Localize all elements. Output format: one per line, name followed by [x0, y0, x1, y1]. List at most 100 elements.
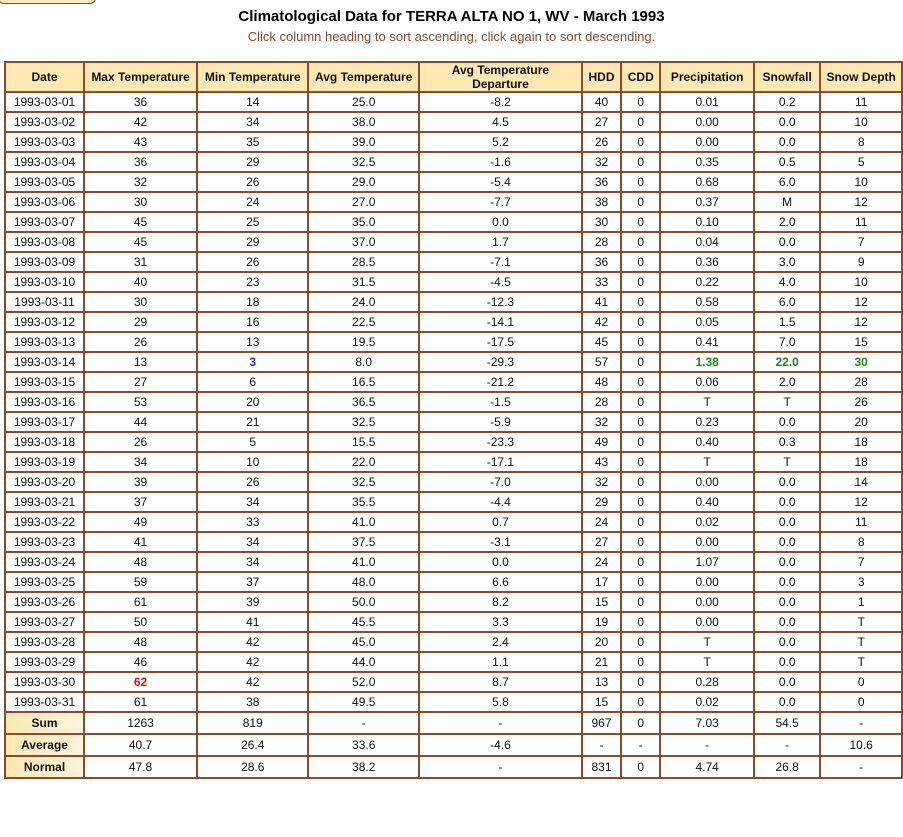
cell-min-temperature: 26	[196, 251, 310, 273]
column-header-max-temperature[interactable]: Max Temperature	[83, 61, 199, 93]
cell-max-temperature: 36	[83, 91, 199, 113]
cell-hdd: 30	[580, 211, 623, 233]
cell-snowfall: 0.0	[752, 471, 822, 493]
cell-hdd: 43	[580, 451, 623, 473]
cell-date: 1993-03-03	[3, 131, 86, 153]
column-header-hdd[interactable]: HDD	[580, 61, 623, 93]
cell-max-temperature: 13	[83, 351, 199, 373]
column-header-snowfall[interactable]: Snowfall	[752, 61, 822, 93]
cell-avg-temperature-departure: -7.1	[418, 251, 583, 273]
cell-min-temperature: 41	[196, 611, 310, 633]
cell-date: 1993-03-01	[3, 91, 86, 113]
cell-avg-temperature: 35.5	[307, 491, 420, 513]
table-row: 1993-03-06 30 24 27.0 -7.7 38 0 0.37 M 12	[3, 191, 903, 213]
cell-precipitation: T	[659, 391, 755, 413]
cell-min-temperature: 16	[196, 311, 310, 333]
summary-cell: 0	[620, 755, 662, 779]
cell-date: 1993-03-27	[3, 611, 86, 633]
cell-avg-temperature: 48.0	[307, 571, 420, 593]
cell-snowfall: 0.0	[752, 131, 822, 153]
cell-precipitation: 0.01	[659, 91, 755, 113]
cell-cdd: 0	[620, 411, 662, 433]
cell-avg-temperature: 50.0	[307, 591, 420, 613]
cell-min-temperature: 37	[196, 571, 310, 593]
table-row: 1993-03-25 59 37 48.0 6.6 17 0 0.00 0.0 3	[3, 571, 903, 593]
cell-precipitation: T	[659, 631, 755, 653]
cell-date: 1993-03-17	[3, 411, 86, 433]
cell-precipitation: 0.00	[659, 571, 755, 593]
cell-avg-temperature: 25.0	[307, 91, 420, 113]
cell-hdd: 42	[580, 311, 623, 333]
summary-cell: 7.03	[659, 711, 755, 735]
cell-snowfall: 0.0	[752, 591, 822, 613]
column-header-snow-depth[interactable]: Snow Depth	[819, 61, 903, 93]
cell-avg-temperature-departure: 4.5	[418, 111, 583, 133]
cell-cdd: 0	[620, 331, 662, 353]
table-row: 1993-03-19 34 10 22.0 -17.1 43 0 T T 18	[3, 451, 903, 473]
cell-max-temperature: 61	[83, 691, 199, 713]
table-row: 1993-03-05 32 26 29.0 -5.4 36 0 0.68 6.0 10	[3, 171, 903, 193]
cell-cdd: 0	[620, 351, 662, 373]
column-header-precipitation[interactable]: Precipitation	[659, 61, 755, 93]
summary-cell: 26.8	[752, 755, 822, 779]
cell-max-temperature: 39	[83, 471, 199, 493]
cell-snowfall: 4.0	[752, 271, 822, 293]
cell-snow-depth: 0	[819, 691, 903, 713]
cell-precipitation: 0.02	[659, 511, 755, 533]
cell-max-temperature: 48	[83, 551, 199, 573]
cell-date: 1993-03-04	[3, 151, 86, 173]
column-header-min-temperature[interactable]: Min Temperature	[196, 61, 310, 93]
cell-snow-depth: 12	[819, 291, 903, 313]
cell-snowfall: 0.0	[752, 571, 822, 593]
cell-snow-depth: 8	[819, 531, 903, 553]
cell-date: 1993-03-24	[3, 551, 86, 573]
cell-max-temperature: 40	[83, 271, 199, 293]
top-button[interactable]	[0, 0, 96, 4]
cell-avg-temperature-departure: 8.7	[418, 671, 583, 693]
cell-min-temperature: 42	[196, 671, 310, 693]
cell-min-temperature: 42	[196, 651, 310, 673]
cell-hdd: 48	[580, 371, 623, 393]
cell-hdd: 32	[580, 471, 623, 493]
cell-date: 1993-03-15	[3, 371, 86, 393]
cell-date: 1993-03-22	[3, 511, 86, 533]
summary-cell: 10.6	[819, 733, 903, 757]
cell-avg-temperature: 49.5	[307, 691, 420, 713]
cell-date: 1993-03-11	[3, 291, 86, 313]
cell-max-temperature: 44	[83, 411, 199, 433]
column-header-avg-temperature-departure[interactable]: Avg Temperature Departure	[418, 61, 583, 93]
column-header-avg-temperature[interactable]: Avg Temperature	[307, 61, 420, 93]
cell-snow-depth: 8	[819, 131, 903, 153]
cell-snowfall: 0.0	[752, 111, 822, 133]
cell-cdd: 0	[620, 471, 662, 493]
cell-hdd: 32	[580, 411, 623, 433]
cell-avg-temperature: 32.5	[307, 471, 420, 493]
cell-precipitation: 0.00	[659, 131, 755, 153]
cell-cdd: 0	[620, 171, 662, 193]
cell-avg-temperature: 37.5	[307, 531, 420, 553]
cell-cdd: 0	[620, 671, 662, 693]
cell-cdd: 0	[620, 631, 662, 653]
column-header-date[interactable]: Date	[3, 61, 86, 93]
table-row: 1993-03-07 45 25 35.0 0.0 30 0 0.10 2.0 11	[3, 211, 903, 233]
cell-hdd: 45	[580, 331, 623, 353]
cell-precipitation: 0.00	[659, 471, 755, 493]
column-header-cdd[interactable]: CDD	[620, 61, 662, 93]
cell-snow-depth: T	[819, 651, 903, 673]
cell-hdd: 57	[580, 351, 623, 373]
cell-avg-temperature: 16.5	[307, 371, 420, 393]
cell-max-temperature: 49	[83, 511, 199, 533]
cell-max-temperature: 26	[83, 431, 199, 453]
cell-snow-depth: 12	[819, 311, 903, 333]
cell-snow-depth: T	[819, 611, 903, 633]
cell-avg-temperature: 41.0	[307, 511, 420, 533]
cell-max-temperature: 29	[83, 311, 199, 333]
cell-avg-temperature: 22.5	[307, 311, 420, 333]
cell-avg-temperature-departure: 3.3	[418, 611, 583, 633]
table-row: 1993-03-16 53 20 36.5 -1.5 28 0 T T 26	[3, 391, 903, 413]
cell-min-temperature: 42	[196, 631, 310, 653]
cell-snow-depth: 7	[819, 551, 903, 573]
cell-avg-temperature-departure: -17.1	[418, 451, 583, 473]
cell-precipitation: 0.05	[659, 311, 755, 333]
summary-cell: 38.2	[307, 755, 420, 779]
